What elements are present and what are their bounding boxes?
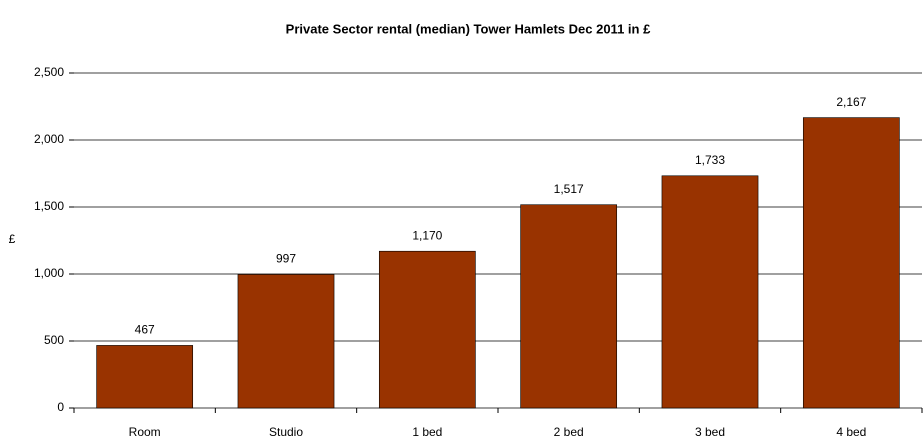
bar: [378, 250, 476, 409]
x-tick-label: 4 bed: [836, 425, 866, 438]
value-label: 1,517: [554, 182, 584, 196]
bar: [661, 175, 759, 409]
x-tick-label: 1 bed: [412, 425, 442, 438]
y-tick-label: 1,500: [34, 199, 64, 213]
y-tick-label: 1,000: [34, 266, 64, 280]
y-tick-label: 500: [44, 333, 64, 347]
x-tick-label: Studio: [269, 425, 303, 438]
x-tick-label: Room: [129, 425, 161, 438]
bar: [237, 274, 335, 409]
x-tick-label: 3 bed: [695, 425, 725, 438]
value-label: 1,170: [412, 228, 442, 242]
bar: [802, 117, 900, 409]
y-axis-label: £: [9, 232, 16, 246]
value-label: 997: [276, 252, 296, 266]
y-tick-label: 2,500: [34, 65, 64, 79]
y-tick-label: 2,000: [34, 132, 64, 146]
chart-title: Private Sector rental (median) Tower Ham…: [286, 21, 651, 36]
bar: [520, 204, 618, 409]
y-tick-label: 0: [57, 400, 64, 414]
value-label: 467: [135, 323, 155, 337]
bar: [96, 345, 194, 409]
value-label: 1,733: [695, 153, 725, 167]
value-label: 2,167: [836, 95, 866, 109]
x-tick-label: 2 bed: [554, 425, 584, 438]
